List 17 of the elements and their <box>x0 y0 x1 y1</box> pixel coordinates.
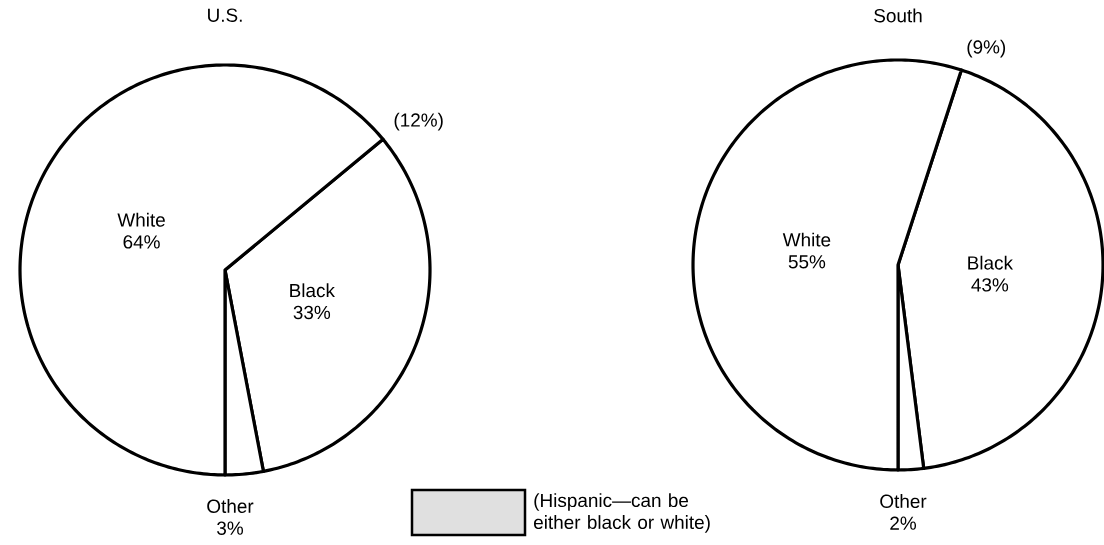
data-label: 55% <box>788 255 826 269</box>
slice-label: Other <box>880 494 927 509</box>
chart-title: U.S. <box>208 8 242 22</box>
text: (12%) <box>394 112 443 131</box>
text: (Hispanic—can be either black or white) <box>534 493 710 533</box>
chart-title: South <box>874 8 922 23</box>
data-label: 2% <box>890 516 917 530</box>
slice-label: Black <box>290 283 335 298</box>
text: (9%) <box>967 39 1006 58</box>
data-label: 43% <box>971 278 1009 292</box>
data-label: 33% <box>293 305 331 320</box>
data-label: 64% <box>123 235 160 249</box>
data-label: 3% <box>217 521 244 535</box>
slice-label: Black <box>968 255 1014 270</box>
slice-label: Other <box>207 499 254 513</box>
slice-label: White <box>117 212 165 227</box>
slice-label: White <box>782 232 831 247</box>
